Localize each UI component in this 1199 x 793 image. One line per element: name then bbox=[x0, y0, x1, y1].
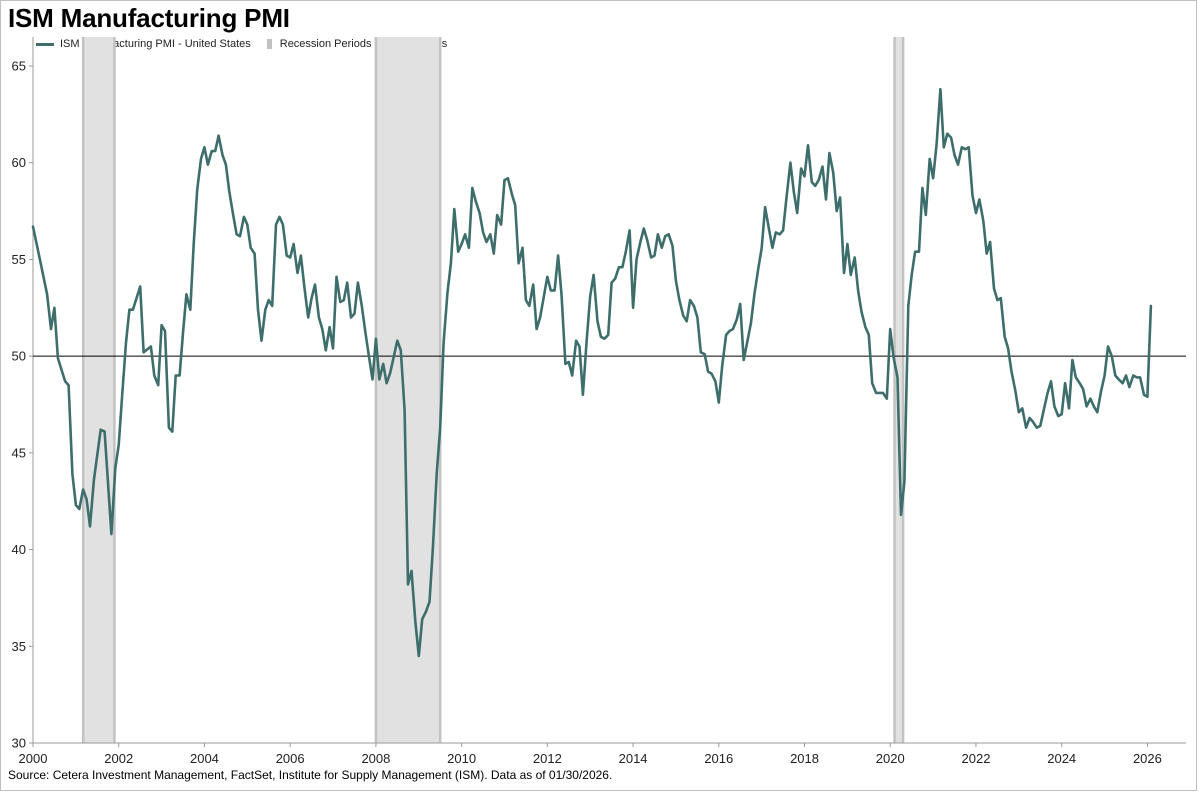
legend-band-swatch bbox=[266, 39, 272, 49]
x-tick-label-2000: 2000 bbox=[19, 751, 48, 766]
series-line-pmi bbox=[31, 87, 1153, 658]
legend-line-swatch bbox=[36, 42, 54, 46]
recession-bands bbox=[81, 37, 905, 743]
x-tick-label-2026: 2026 bbox=[1133, 751, 1162, 766]
x-tick-label-2008: 2008 bbox=[361, 751, 390, 766]
x-tick-label-2012: 2012 bbox=[533, 751, 562, 766]
series-layer bbox=[31, 87, 1153, 658]
x-tick-label-2006: 2006 bbox=[276, 751, 305, 766]
x-tick-label-2004: 2004 bbox=[190, 751, 219, 766]
y-tick-label-60: 60 bbox=[12, 155, 26, 170]
y-tick-label-65: 65 bbox=[12, 59, 26, 74]
recession-band-0 bbox=[83, 37, 115, 743]
y-tick-label-35: 35 bbox=[12, 639, 26, 654]
x-tick-label-2002: 2002 bbox=[104, 751, 133, 766]
x-tick-label-2018: 2018 bbox=[790, 751, 819, 766]
x-tick-label-2020: 2020 bbox=[876, 751, 905, 766]
y-tick-label-30: 30 bbox=[12, 736, 26, 751]
x-tick-label-2010: 2010 bbox=[447, 751, 476, 766]
y-tick-label-45: 45 bbox=[12, 445, 26, 460]
y-tick-label-55: 55 bbox=[12, 252, 26, 267]
x-tick-label-2016: 2016 bbox=[704, 751, 733, 766]
source-note: Source: Cetera Investment Management, Fa… bbox=[8, 768, 613, 782]
x-tick-label-2014: 2014 bbox=[619, 751, 648, 766]
y-tick-label-50: 50 bbox=[12, 349, 26, 364]
axes: 30 35 40 45 50 55 60 65 2000 2002 2004 2006 2008 2010… bbox=[12, 37, 1186, 766]
chart-title: ISM Manufacturing PMI bbox=[8, 3, 290, 33]
y-tick-label-40: 40 bbox=[12, 542, 26, 557]
recession-band-1 bbox=[375, 37, 441, 743]
x-tick-label-2022: 2022 bbox=[962, 751, 991, 766]
x-tick-label-2024: 2024 bbox=[1047, 751, 1076, 766]
